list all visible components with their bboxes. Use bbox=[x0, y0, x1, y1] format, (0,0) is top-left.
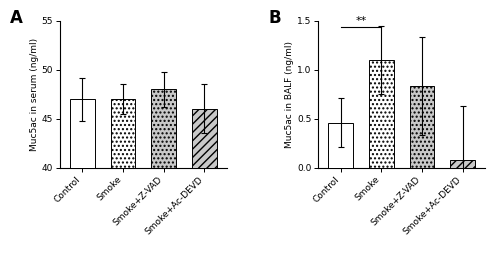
Bar bbox=[70, 99, 94, 258]
Bar bbox=[192, 109, 216, 258]
Y-axis label: Muc5ac in serum (ng/ml): Muc5ac in serum (ng/ml) bbox=[30, 38, 39, 151]
Bar bbox=[111, 99, 135, 258]
Text: **: ** bbox=[356, 15, 366, 26]
Y-axis label: Muc5ac in BALF (ng/ml): Muc5ac in BALF (ng/ml) bbox=[285, 41, 294, 148]
Text: A: A bbox=[10, 9, 23, 27]
Bar bbox=[450, 160, 475, 168]
Text: B: B bbox=[268, 9, 281, 27]
Bar bbox=[369, 60, 394, 168]
Bar bbox=[410, 86, 434, 168]
Bar bbox=[152, 89, 176, 258]
Bar bbox=[328, 123, 353, 168]
